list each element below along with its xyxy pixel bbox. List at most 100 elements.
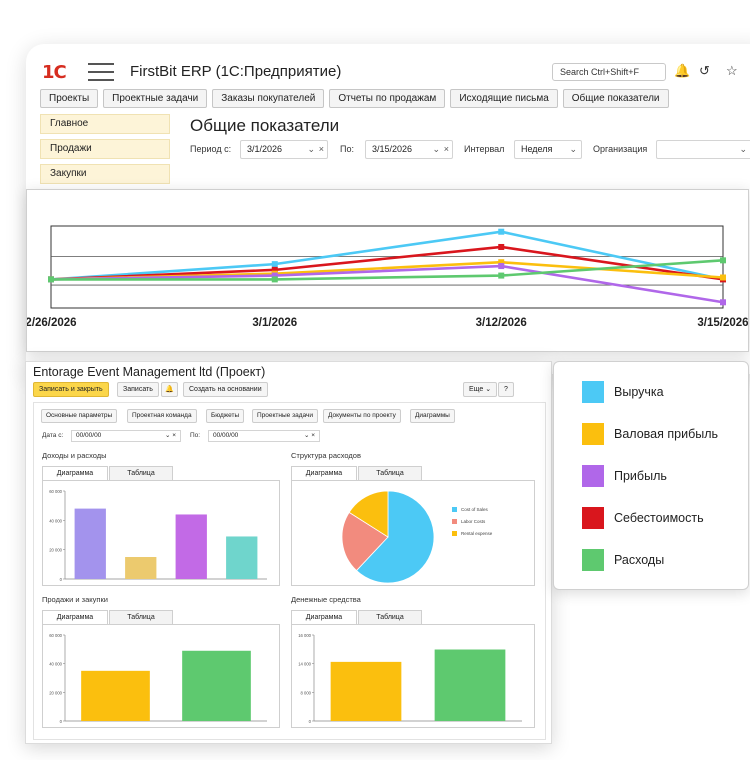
legend-label: Валовая прибыль: [614, 427, 719, 441]
line-chart: 2/26/2026 3/1/2026 3/12/2026 3/15/2026: [27, 225, 749, 329]
tab-outgoing-letters[interactable]: Исходящие письма: [450, 89, 558, 108]
data-point: [271, 261, 278, 268]
project-title: Entorage Event Management ltd (Проект): [33, 365, 266, 379]
legend-item-revenue: Выручка: [582, 381, 664, 403]
x-tick-label: 3/15/2026: [697, 317, 748, 329]
legend-swatch: [582, 549, 604, 571]
subtab-chart[interactable]: Диаграмма: [291, 466, 357, 480]
date-to-field[interactable]: 00/00/00 ⌄ ×: [208, 430, 320, 442]
more-label: Еще: [469, 386, 484, 393]
chevron-down-icon[interactable]: ⌄: [432, 144, 440, 154]
subtab-table[interactable]: Таблица: [109, 466, 173, 480]
bar: [74, 508, 106, 579]
clear-icon[interactable]: ⌄ ×: [303, 432, 315, 439]
legend-label: Прибыль: [614, 469, 667, 483]
app-title: FirstBit ERP (1С:Предприятие): [130, 63, 342, 80]
subtab-table[interactable]: Таблица: [358, 466, 422, 480]
tab-project-tasks[interactable]: Проектные задачи: [103, 89, 208, 108]
tab-general-indicators[interactable]: Общие показатели: [562, 89, 669, 108]
legend-swatch: [582, 423, 604, 445]
y-tick-label: 0: [60, 719, 63, 724]
help-button[interactable]: ?: [498, 382, 514, 397]
tab-project-tasks[interactable]: Проектные задачи: [252, 409, 318, 423]
chevron-down-icon[interactable]: ⌄: [307, 144, 315, 154]
bell-icon[interactable]: 🔔: [161, 382, 178, 397]
data-point: [498, 259, 505, 266]
subtab-chart[interactable]: Диаграмма: [42, 610, 108, 624]
data-point: [498, 263, 505, 270]
clear-icon[interactable]: ⌄ ×: [164, 432, 176, 439]
pie-legend-swatch: [452, 507, 457, 512]
history-icon[interactable]: ↺: [699, 63, 710, 78]
logo-1c: 1С: [42, 62, 67, 83]
more-button[interactable]: Еще ⌄: [463, 382, 498, 397]
date-from-field[interactable]: 00/00/00 ⌄ ×: [71, 430, 181, 442]
tab-project-docs[interactable]: Документы по проекту: [323, 409, 401, 423]
period-to-value: 3/15/2026: [372, 144, 413, 154]
sidebar-item-main[interactable]: Главное: [40, 114, 170, 134]
section-sales-title: Продажи и закупки: [42, 595, 108, 604]
subtab-table[interactable]: Таблица: [109, 610, 173, 624]
cash-bar-chart: 0 8 000 14 000 16 000: [298, 633, 522, 724]
legend-label: Себестоимость: [614, 511, 704, 525]
section-structure-title: Структура расходов: [291, 451, 361, 460]
legend-item-cost: Себестоимость: [582, 507, 704, 529]
legend-swatch: [582, 507, 604, 529]
y-tick-label: 0: [309, 719, 312, 724]
section-income-title: Доходы и расходы: [42, 451, 107, 460]
pie-slice: [355, 490, 435, 584]
bar: [81, 670, 150, 721]
subtab-chart[interactable]: Диаграмма: [291, 610, 357, 624]
income-chart-box: 0 20 000 40 000 60 000: [42, 480, 280, 586]
data-point: [720, 299, 726, 306]
tab-budgets[interactable]: Бюджеты: [206, 409, 245, 423]
period-to-label: По:: [340, 144, 354, 154]
tab-customer-orders[interactable]: Заказы покупателей: [212, 89, 325, 108]
tab-sales-reports[interactable]: Отчеты по продажам: [329, 89, 446, 108]
create-based-button[interactable]: Создать на основании: [183, 382, 268, 397]
save-close-button[interactable]: Записать и закрыть: [33, 382, 109, 397]
period-to-field[interactable]: 3/15/2026 ⌄ ×: [365, 140, 453, 159]
pie-legend-label: Cost of Sales: [461, 507, 489, 512]
pie-slice: [348, 490, 389, 538]
search-input[interactable]: Search Ctrl+Shift+F: [552, 63, 666, 81]
pie-legend-label: Rental expense: [461, 531, 493, 536]
bar: [125, 557, 157, 579]
bell-icon[interactable]: 🔔: [674, 63, 691, 78]
save-button[interactable]: Записать: [117, 382, 159, 397]
date-from-value: 00/00/00: [76, 432, 102, 439]
tab-projects[interactable]: Проекты: [40, 89, 99, 108]
chevron-down-icon[interactable]: ⌄: [739, 144, 747, 154]
data-point: [720, 257, 726, 264]
period-from-label: Период с:: [190, 144, 232, 154]
chevron-down-icon[interactable]: ⌄: [569, 144, 577, 154]
y-tick-label: 14 000: [298, 662, 311, 667]
star-icon[interactable]: ☆: [726, 63, 738, 78]
y-tick-label: 0: [60, 577, 63, 582]
y-tick-label: 20 000: [49, 548, 62, 553]
subtab-chart[interactable]: Диаграмма: [42, 466, 108, 480]
date-to-label: По:: [190, 432, 201, 439]
sidebar-item-purchases[interactable]: Закупки: [40, 164, 170, 184]
tab-project-team[interactable]: Проектная команда: [127, 409, 197, 423]
pie-legend-swatch: [452, 519, 457, 524]
section-cash-title: Денежные средства: [291, 595, 361, 604]
sidebar-item-sales[interactable]: Продажи: [40, 139, 170, 159]
bar: [434, 649, 506, 721]
interval-select[interactable]: Неделя ⌄: [514, 140, 582, 159]
x-tick-label: 2/26/2026: [27, 317, 77, 329]
legend-item-expenses: Расходы: [582, 549, 664, 571]
tab-main-params[interactable]: Основные параметры: [41, 409, 118, 423]
clear-icon[interactable]: ×: [443, 144, 449, 154]
subtab-table[interactable]: Таблица: [358, 610, 422, 624]
sidebar: Главное Продажи Закупки: [40, 114, 170, 189]
organization-select[interactable]: ⌄: [656, 140, 750, 159]
menu-icon[interactable]: [88, 63, 114, 81]
period-from-field[interactable]: 3/1/2026 ⌄ ×: [240, 140, 328, 159]
pie-legend-swatch: [452, 531, 457, 536]
tab-diagrams[interactable]: Диаграммы: [410, 409, 455, 423]
clear-icon[interactable]: ×: [318, 144, 324, 154]
pie-slice: [341, 511, 389, 572]
legend-card: Выручка Валовая прибыль Прибыль Себестои…: [553, 361, 749, 590]
